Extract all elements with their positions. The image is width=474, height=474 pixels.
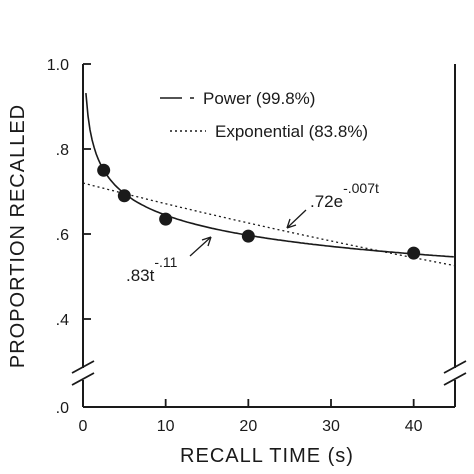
x-tick-label-30: 30 [322,418,340,435]
x-tick-label-10: 10 [157,418,175,435]
y-tick-label-0.8: .8 [56,142,69,159]
x-tick-label-0: 0 [79,418,88,435]
data-point-10 [159,212,173,226]
data-point-40 [407,246,421,260]
x-axis-title: RECALL TIME (s) [180,445,354,467]
legend-exponential-label: Exponential (83.8%) [215,122,368,141]
power-equation-exponent: -.11 [154,254,177,270]
y-tick-label-0: .0 [56,400,69,417]
power-equation: .83t-.11 [126,254,178,285]
x-tick-label-40: 40 [405,418,423,435]
right-axis-break-mark [443,360,467,386]
y-axis-title: PROPORTION RECALLED [7,104,29,368]
legend: Power (99.8%) Exponential (83.8%) [160,89,368,141]
data-point-5 [117,189,131,203]
power-arrow-head [201,236,212,247]
series-line-exponential [82,182,456,267]
x-tick-label-20: 20 [239,418,257,435]
legend-power-label: Power (99.8%) [203,89,315,108]
power-equation-base: .83t [126,266,155,285]
y-axis-break-mark [71,360,95,386]
y-tick-label-1: 1.0 [47,57,69,74]
exponential-equation-base: .72e [310,192,343,211]
exponential-arrow-head [286,218,297,229]
series-line-power [85,93,454,258]
exponential-equation: .72e-.007t [310,180,379,211]
exponential-equation-exponent: -.007t [343,180,379,196]
data-point-20 [241,229,255,243]
annotations: .72e-.007t .83t-.11 [126,180,379,285]
exponential-arrow-line [286,209,307,229]
power-arrow-line [189,236,212,257]
curves [82,93,456,267]
y-tick-label-0.4: .4 [56,312,69,329]
data-points [97,163,421,260]
ticks: 0 10 20 30 40 .4 .6 .8 1.0 .0 [47,57,423,435]
axes [71,64,467,408]
y-tick-label-0.6: .6 [56,227,69,244]
data-point-2.5 [97,163,111,177]
